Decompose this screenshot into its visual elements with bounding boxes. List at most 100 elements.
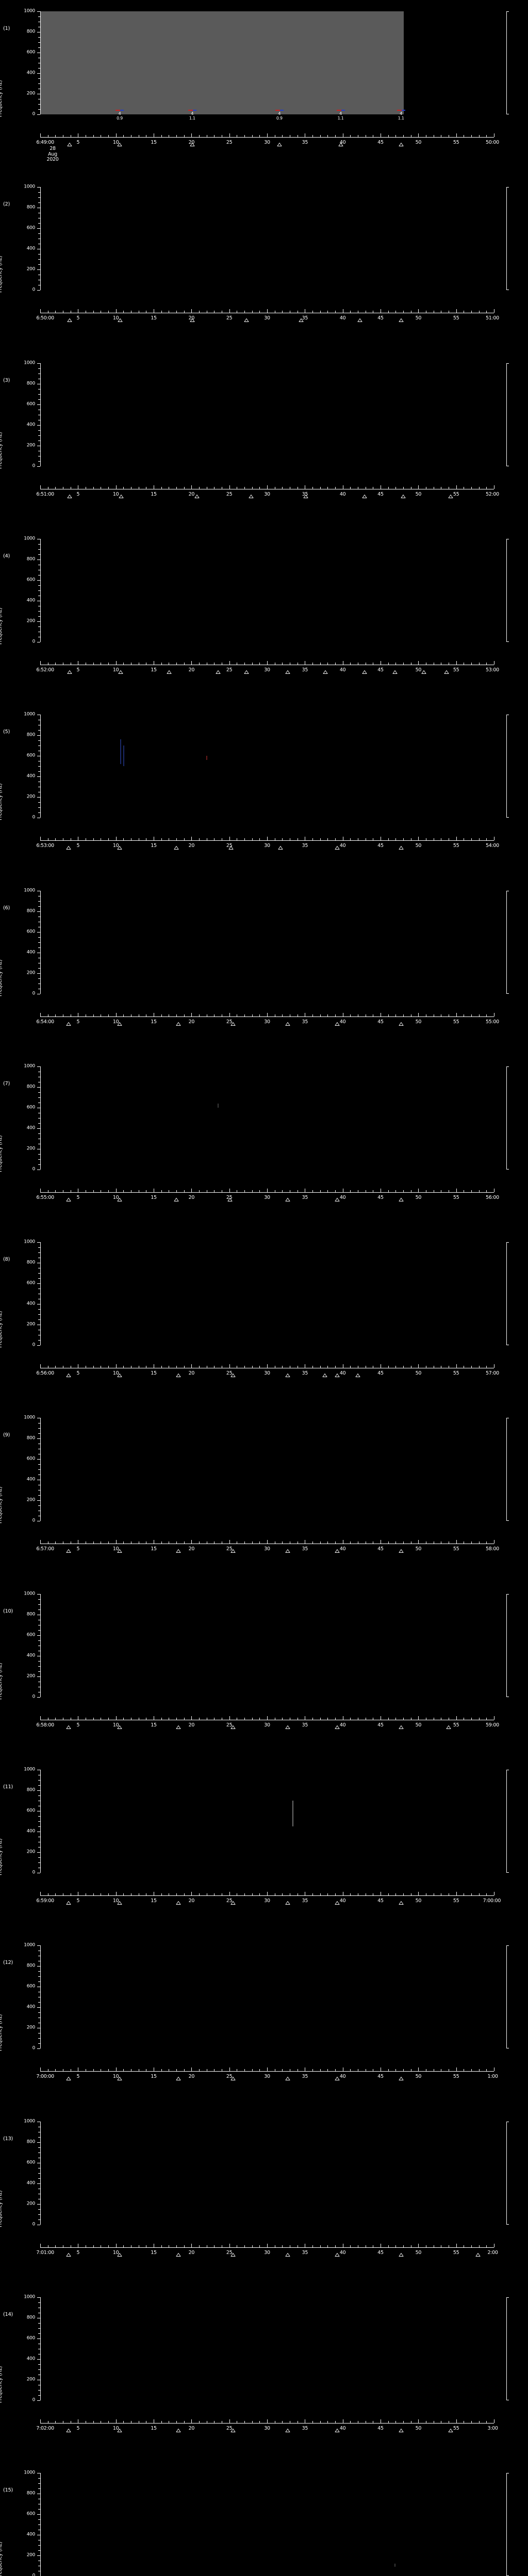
event-marker[interactable]: 4 1.1 — [188, 110, 196, 121]
x-axis-tick-label: 5 — [76, 1194, 80, 1200]
y-axis-tick — [38, 2333, 40, 2334]
date-line: 2020 — [46, 157, 59, 162]
x-axis-tick — [327, 662, 328, 665]
x-axis-tick — [199, 486, 200, 489]
x-axis-tick — [199, 1717, 200, 1720]
y-axis-tick — [38, 223, 40, 224]
x-axis-tick — [395, 1190, 397, 1192]
y-axis-tick-label: 200 — [26, 2025, 36, 2030]
x-axis-tick-label: 40 — [339, 2249, 346, 2256]
x-axis-tick-label: 55 — [453, 1194, 459, 1200]
x-axis-tick — [486, 2420, 487, 2423]
y-axis-tick — [38, 906, 40, 907]
x-axis-tick-label: 20 — [188, 491, 195, 497]
bracket-cap — [506, 11, 509, 12]
x-axis-tick-label: 40 — [339, 1370, 346, 1377]
plot-area — [40, 363, 494, 466]
x-axis-tick-label: 35 — [302, 1722, 308, 1728]
x-axis-tick-label: 10 — [112, 1722, 119, 1728]
y-axis-right-bracket — [506, 1594, 507, 1697]
x-axis-tick — [229, 1892, 230, 1895]
y-axis-tick — [38, 812, 40, 814]
x-axis-tick-label: 30 — [264, 1898, 270, 1904]
y-axis-tick-label: 1000 — [24, 8, 35, 14]
y-axis-tick — [37, 973, 40, 974]
x-axis-tick — [55, 838, 56, 841]
y-axis-tick — [38, 549, 40, 550]
x-axis-line — [40, 2071, 494, 2072]
station-triangle-marker — [66, 2252, 71, 2257]
event-marker[interactable]: 4 0.9 — [116, 110, 124, 121]
y-axis-tick — [38, 1976, 40, 1977]
y-axis-tick — [38, 1971, 40, 1972]
x-axis-tick-label: 35 — [302, 1546, 308, 1552]
station-triangle-marker — [176, 1022, 181, 1026]
y-axis-tick — [38, 1428, 40, 1429]
y-axis-tick — [38, 2483, 40, 2484]
x-axis-tick — [418, 1892, 419, 1895]
x-axis-tick — [350, 2245, 351, 2247]
x-axis-tick — [176, 1190, 177, 1192]
x-axis-tick — [252, 1014, 253, 1016]
station-triangle-marker — [230, 1549, 236, 1553]
x-axis-tick — [199, 1541, 200, 1544]
x-axis-tick-label: 30 — [264, 491, 270, 497]
x-axis-tick — [350, 135, 351, 137]
x-axis-tick — [259, 1014, 260, 1016]
x-axis-tick-label: 45 — [377, 667, 384, 673]
y-axis-tick — [38, 37, 40, 38]
x-axis-tick-label: 50 — [415, 1194, 422, 1200]
x-axis-line — [40, 137, 494, 138]
station-triangle-marker — [67, 318, 72, 323]
x-axis-tick-label: 25 — [226, 1898, 233, 1904]
x-axis-tick-label: 20 — [188, 2425, 195, 2431]
y-axis-tick-label: 400 — [26, 2532, 36, 2537]
station-triangle-marker — [285, 670, 290, 674]
station-triangle-marker — [176, 2252, 181, 2257]
x-axis-tick — [471, 1366, 472, 1368]
event-marker[interactable]: 4 1.1 — [336, 110, 345, 121]
x-axis-tick — [40, 1364, 41, 1368]
y-axis-tick — [38, 2328, 40, 2329]
y-axis-tick — [38, 1826, 40, 1827]
x-axis-line — [40, 2247, 494, 2248]
y-axis-right-bracket — [506, 2297, 507, 2400]
x-axis-tick — [486, 838, 487, 841]
x-axis-tick — [335, 2069, 336, 2072]
x-axis-tick — [191, 2419, 192, 2423]
x-axis-tick — [123, 1366, 124, 1368]
x-axis-tick — [282, 311, 283, 313]
x-axis-tick-label: 55 — [453, 491, 459, 497]
x-axis-tick — [312, 1014, 313, 1016]
y-axis-tick-label: 0 — [32, 2573, 36, 2576]
x-axis-tick — [55, 662, 56, 665]
x-axis-tick — [312, 1717, 313, 1720]
y-axis-right-bracket — [506, 2121, 507, 2225]
y-axis-tick — [38, 1495, 40, 1496]
y-axis-tick-label: 0 — [32, 2045, 36, 2051]
x-axis-tick-label: 30 — [264, 1194, 270, 1200]
x-axis-tick-label: 50 — [415, 2425, 422, 2431]
y-axis-tick — [38, 78, 40, 79]
x-axis-tick — [40, 1012, 41, 1016]
event-marker[interactable]: 4 1.1 — [397, 110, 405, 121]
x-axis-tick-label: 20 — [188, 2249, 195, 2256]
x-axis-tick-label: 30 — [264, 1546, 270, 1552]
x-axis-tick — [229, 133, 230, 137]
x-axis-tick — [312, 1190, 313, 1192]
x-axis-tick — [191, 837, 192, 841]
y-axis-tick — [37, 363, 40, 364]
spectrogram-streak — [120, 739, 121, 765]
station-triangle-marker — [277, 143, 282, 146]
x-axis-tick — [259, 662, 260, 665]
x-axis-tick-label: 50 — [415, 1898, 422, 1904]
station-triangle-marker — [475, 2252, 481, 2257]
x-axis-tick-label: 20 — [188, 1370, 195, 1377]
event-marker[interactable]: 4 0.9 — [275, 110, 284, 121]
x-axis-tick-label: 55 — [453, 140, 459, 145]
y-axis-tick — [38, 192, 40, 193]
x-axis-tick — [252, 486, 253, 489]
y-axis-tick-label: 400 — [26, 246, 36, 251]
spectrogram-streak — [206, 756, 208, 760]
x-axis-tick — [418, 2243, 419, 2247]
